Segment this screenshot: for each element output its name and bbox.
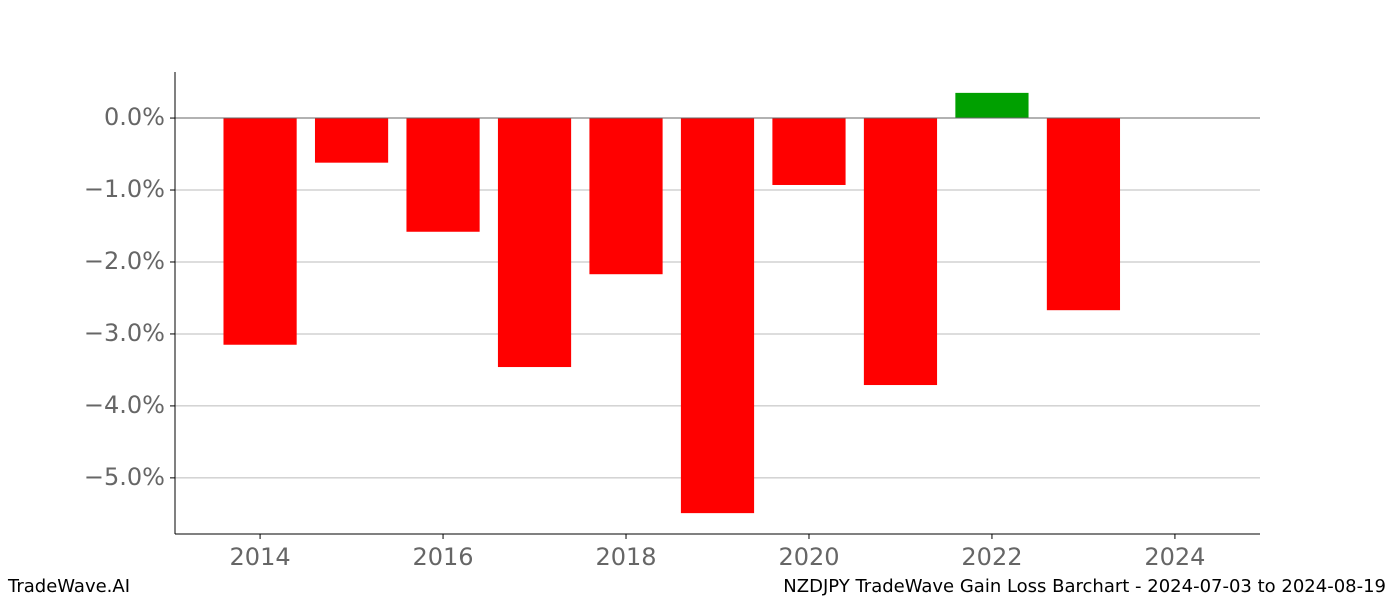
bar bbox=[314, 118, 389, 163]
y-tick-label: −5.0% bbox=[84, 463, 165, 491]
x-tick-label: 2020 bbox=[778, 543, 839, 571]
source: TradeWave.AI bbox=[7, 576, 130, 597]
y-tick-label: −4.0% bbox=[84, 391, 165, 419]
bar bbox=[772, 118, 846, 185]
x-tick-label: 2024 bbox=[1144, 543, 1205, 571]
bar bbox=[863, 118, 938, 386]
bar bbox=[589, 118, 663, 275]
x-tick-label: 2018 bbox=[595, 543, 656, 571]
bar bbox=[955, 92, 1029, 119]
bar bbox=[1046, 118, 1121, 311]
bar bbox=[406, 118, 480, 232]
bar bbox=[497, 118, 572, 368]
bar bbox=[223, 118, 297, 345]
bar bbox=[680, 118, 755, 514]
x-tick-label: 2016 bbox=[413, 543, 474, 571]
y-tick-label: −3.0% bbox=[84, 319, 165, 347]
x-tick-label: 2014 bbox=[230, 543, 291, 571]
caption: NZDJPY TradeWave Gain Loss Barchart - 20… bbox=[783, 576, 1386, 597]
y-tick-label: −1.0% bbox=[84, 175, 165, 203]
y-tick-label: 0.0% bbox=[104, 103, 165, 131]
y-tick-label: −2.0% bbox=[84, 247, 165, 275]
x-tick-label: 2022 bbox=[961, 543, 1022, 571]
